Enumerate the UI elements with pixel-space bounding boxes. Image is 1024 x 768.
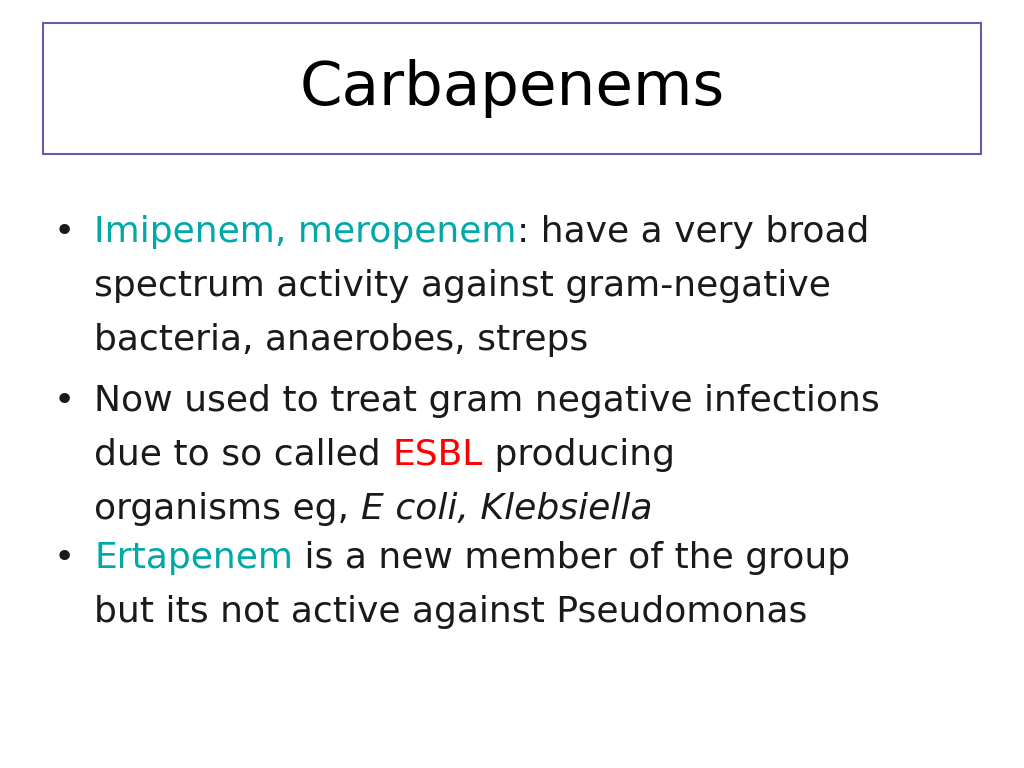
Text: producing: producing: [482, 438, 675, 472]
Text: due to so called: due to so called: [94, 438, 392, 472]
FancyBboxPatch shape: [43, 23, 981, 154]
Text: Carbapenems: Carbapenems: [299, 59, 725, 118]
Text: spectrum activity against gram-negative: spectrum activity against gram-negative: [94, 269, 831, 303]
Text: ESBL: ESBL: [392, 438, 482, 472]
Text: Imipenem, meropenem: Imipenem, meropenem: [94, 215, 517, 249]
Text: •: •: [53, 541, 75, 575]
Text: E coli, Klebsiella: E coli, Klebsiella: [360, 492, 652, 525]
Text: bacteria, anaerobes, streps: bacteria, anaerobes, streps: [94, 323, 589, 356]
Text: organisms eg,: organisms eg,: [94, 492, 360, 525]
Text: •: •: [53, 384, 75, 418]
Text: but its not active against Pseudomonas: but its not active against Pseudomonas: [94, 595, 808, 629]
Text: is a new member of the group: is a new member of the group: [293, 541, 850, 575]
Text: Ertapenem: Ertapenem: [94, 541, 293, 575]
Text: : have a very broad: : have a very broad: [517, 215, 869, 249]
Text: •: •: [53, 215, 75, 249]
Text: Now used to treat gram negative infections: Now used to treat gram negative infectio…: [94, 384, 880, 418]
